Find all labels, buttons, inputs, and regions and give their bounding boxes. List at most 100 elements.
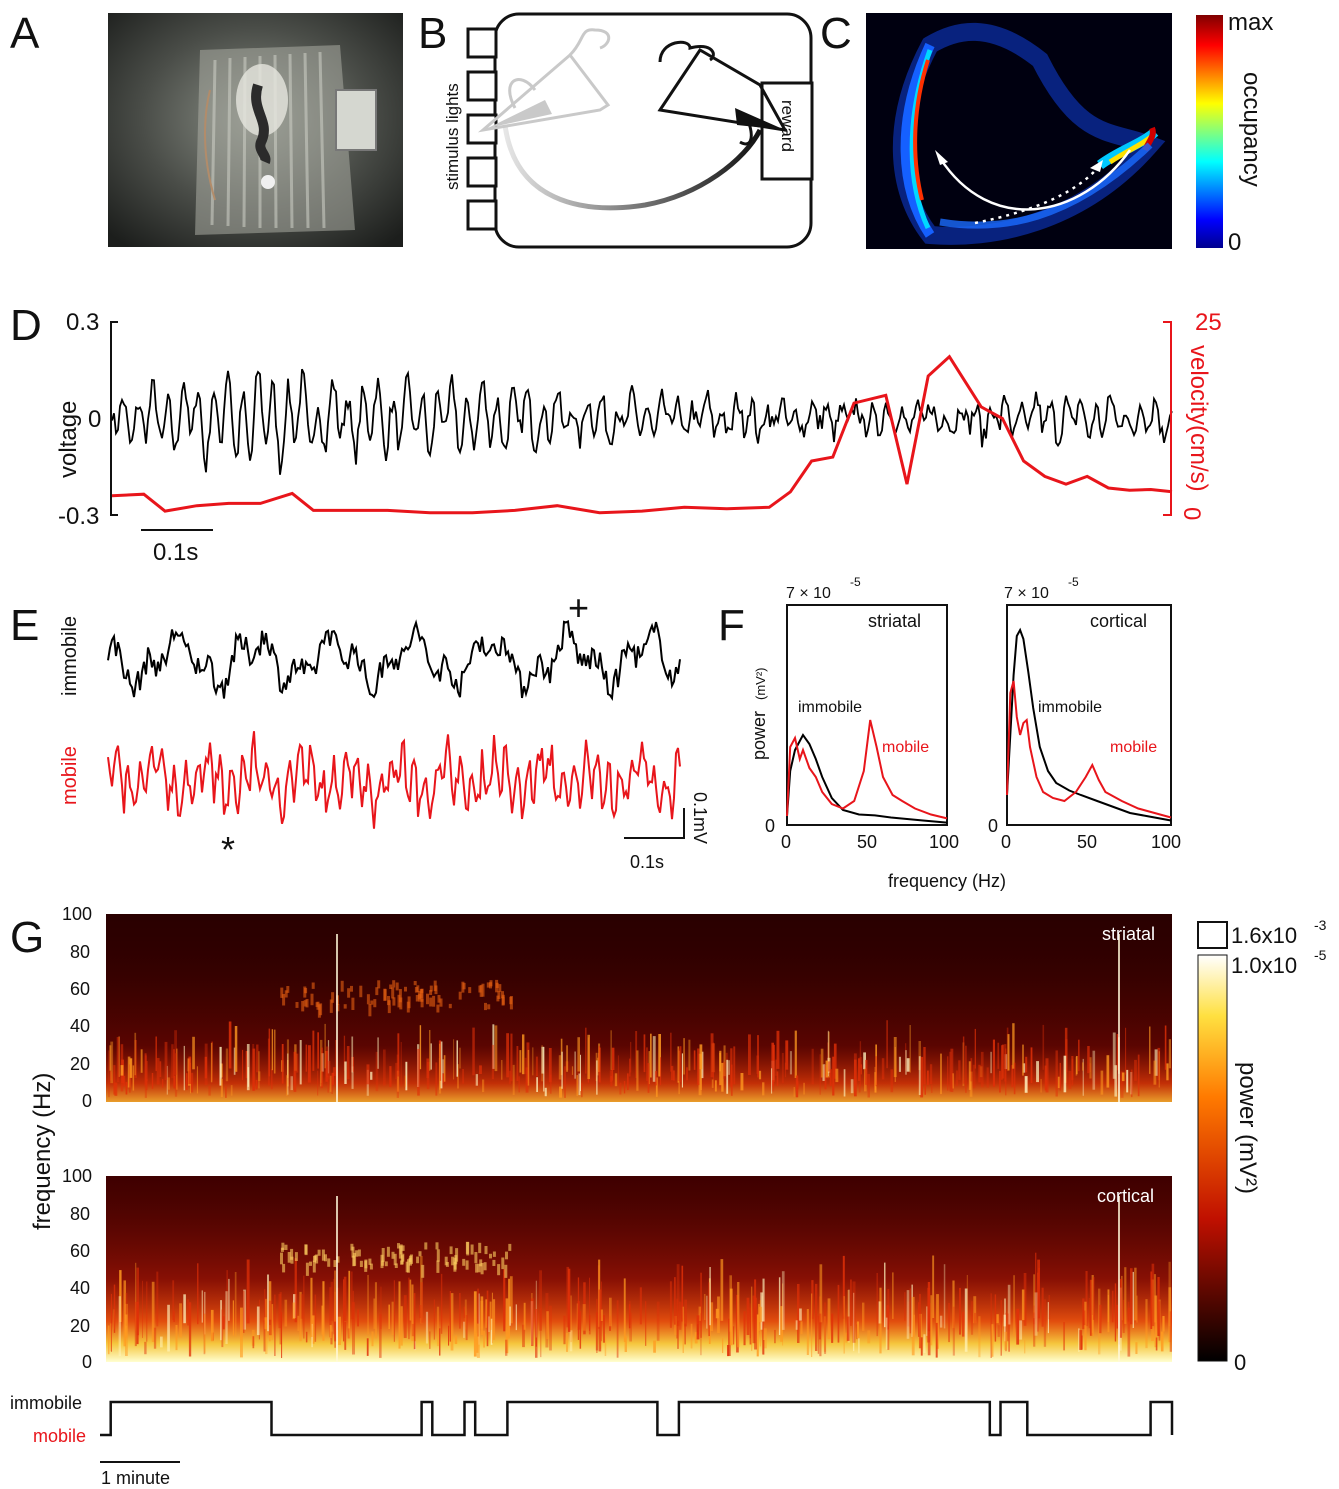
spectrogram-streak <box>146 1281 148 1342</box>
gamma-band-patch <box>420 988 424 993</box>
spectrogram-streak <box>1033 1274 1035 1319</box>
spectrogram-streak <box>125 1292 128 1326</box>
trace-scale-time: 0.1s <box>630 852 664 872</box>
spectrogram-streak <box>858 1084 861 1093</box>
gamma-band-patch <box>496 995 500 1002</box>
velocity-axis <box>1163 321 1172 516</box>
spectrogram-streak <box>1158 1051 1160 1088</box>
spectrogram-streak <box>894 1047 896 1082</box>
colorbar-zero: 0 <box>1234 1350 1246 1375</box>
striatal-axes <box>786 604 948 826</box>
spectrogram-streak <box>188 1056 192 1084</box>
lfp-trace <box>111 368 1173 475</box>
spectrogram-streak <box>505 1298 509 1354</box>
spectrogram-streak <box>583 1282 586 1335</box>
gamma-band-patch <box>432 995 436 1007</box>
spectrogram-streak <box>1078 1039 1080 1072</box>
cortical-spectrogram-title: cortical <box>1097 1186 1154 1206</box>
spectrogram-streak <box>1071 1058 1074 1086</box>
spectrogram-streak <box>1022 1063 1026 1073</box>
spectrogram-streak <box>167 1077 170 1090</box>
spectrogram-streak <box>978 1064 981 1083</box>
spectrogram-streak <box>696 1315 700 1340</box>
spectrogram-streak <box>850 1279 852 1326</box>
spectrogram-streak <box>1022 1044 1024 1076</box>
spectrogram-streak <box>440 1041 443 1089</box>
gamma-band-patch <box>280 1247 284 1252</box>
spectrogram-streak <box>476 1323 480 1358</box>
gamma-band-patch <box>481 983 485 997</box>
spectrogram-streak <box>758 1303 760 1331</box>
spectrogram-streak <box>771 1042 774 1087</box>
spectrogram-streak <box>1130 1268 1133 1325</box>
spectrogram-streak <box>433 1299 435 1340</box>
spectrogram-streak <box>923 1047 926 1085</box>
spectrogram-streak <box>1019 1320 1023 1340</box>
spectrogram-streak <box>225 1291 228 1344</box>
spectrogram-streak <box>321 1305 324 1335</box>
spectrogram-streak <box>677 1046 680 1083</box>
spectrogram-streak <box>881 1058 885 1080</box>
spectrogram-streak <box>564 1066 566 1098</box>
spectrogram-streak <box>827 1061 831 1072</box>
gamma-band-patch <box>495 979 499 993</box>
gamma-band-patch <box>406 1001 410 1013</box>
spectrogram-streak <box>1007 1284 1011 1325</box>
spectrogram-streak <box>820 1048 824 1078</box>
spectrogram-streak <box>136 1267 139 1336</box>
spectrogram-streak <box>523 1302 526 1330</box>
spectrogram-streak <box>579 1311 582 1349</box>
c-ytick-60: 60 <box>70 1241 90 1261</box>
spectrogram-streak <box>107 1325 110 1355</box>
spectrogram-streak <box>811 1280 814 1319</box>
spectrogram-streak <box>892 1272 894 1319</box>
spectrogram-streak <box>334 1311 337 1342</box>
gamma-band-patch <box>369 1263 373 1270</box>
spectrogram-streak <box>176 1048 178 1090</box>
spectrogram-streak <box>1035 1252 1037 1320</box>
mobile-trace <box>107 731 681 829</box>
spectrogram-streak <box>996 1314 999 1324</box>
spectrogram-streak <box>442 1059 445 1074</box>
gamma-band-patch <box>327 1258 331 1267</box>
spectrogram-streak <box>398 1281 401 1349</box>
gamma-band-patch <box>377 980 381 989</box>
occupancy-axis-label: occupancy <box>1238 72 1265 187</box>
spectrogram-streak <box>609 1297 612 1327</box>
spectrogram-streak <box>110 1041 114 1084</box>
spectrogram-streak <box>503 1269 506 1332</box>
spectrogram-streak <box>155 1036 157 1072</box>
cortical-xtick-0: 0 <box>1001 832 1011 852</box>
spectrogram-streak <box>459 1047 461 1069</box>
spectrogram-streak <box>1005 1312 1007 1352</box>
spectrogram-streak <box>228 1278 230 1321</box>
colorbar-top-base: 1.6x10 <box>1231 923 1297 948</box>
spectrogram-streak <box>408 1277 410 1340</box>
spectrogram-streak <box>536 1077 538 1092</box>
spectrogram-streak <box>429 1030 431 1071</box>
spectrogram-streak <box>519 1050 522 1073</box>
panel-label-e: E <box>10 601 39 650</box>
spectrogram-streak <box>343 1276 347 1321</box>
spectrogram-streak <box>1021 1289 1025 1321</box>
spectrogram-streak <box>927 1070 929 1086</box>
striatal-title: striatal <box>868 611 921 631</box>
spectrogram-streak <box>430 1043 432 1070</box>
spectrogram-streak <box>1162 1316 1165 1332</box>
spectrogram-streak <box>1012 1023 1015 1069</box>
gamma-band-patch <box>508 1243 512 1251</box>
spectrogram-streak <box>986 1067 989 1088</box>
spectrogram-streak <box>307 1045 311 1083</box>
spectrogram-streak <box>113 1284 116 1333</box>
spectrogram-streak <box>187 1299 189 1326</box>
spectrogram-streak <box>843 1296 845 1354</box>
spectrogram-streak <box>825 1060 828 1078</box>
spectrogram-streak <box>1042 1024 1045 1070</box>
spectrogram-streak <box>491 1044 494 1080</box>
gamma-band-patch <box>287 1252 291 1263</box>
spectrogram-streak <box>774 1329 776 1344</box>
spectrogram-streak <box>1079 1330 1083 1350</box>
gamma-band-patch <box>415 995 419 1002</box>
gamma-band-patch <box>449 1246 453 1255</box>
spectrogram-streak <box>795 1320 798 1330</box>
